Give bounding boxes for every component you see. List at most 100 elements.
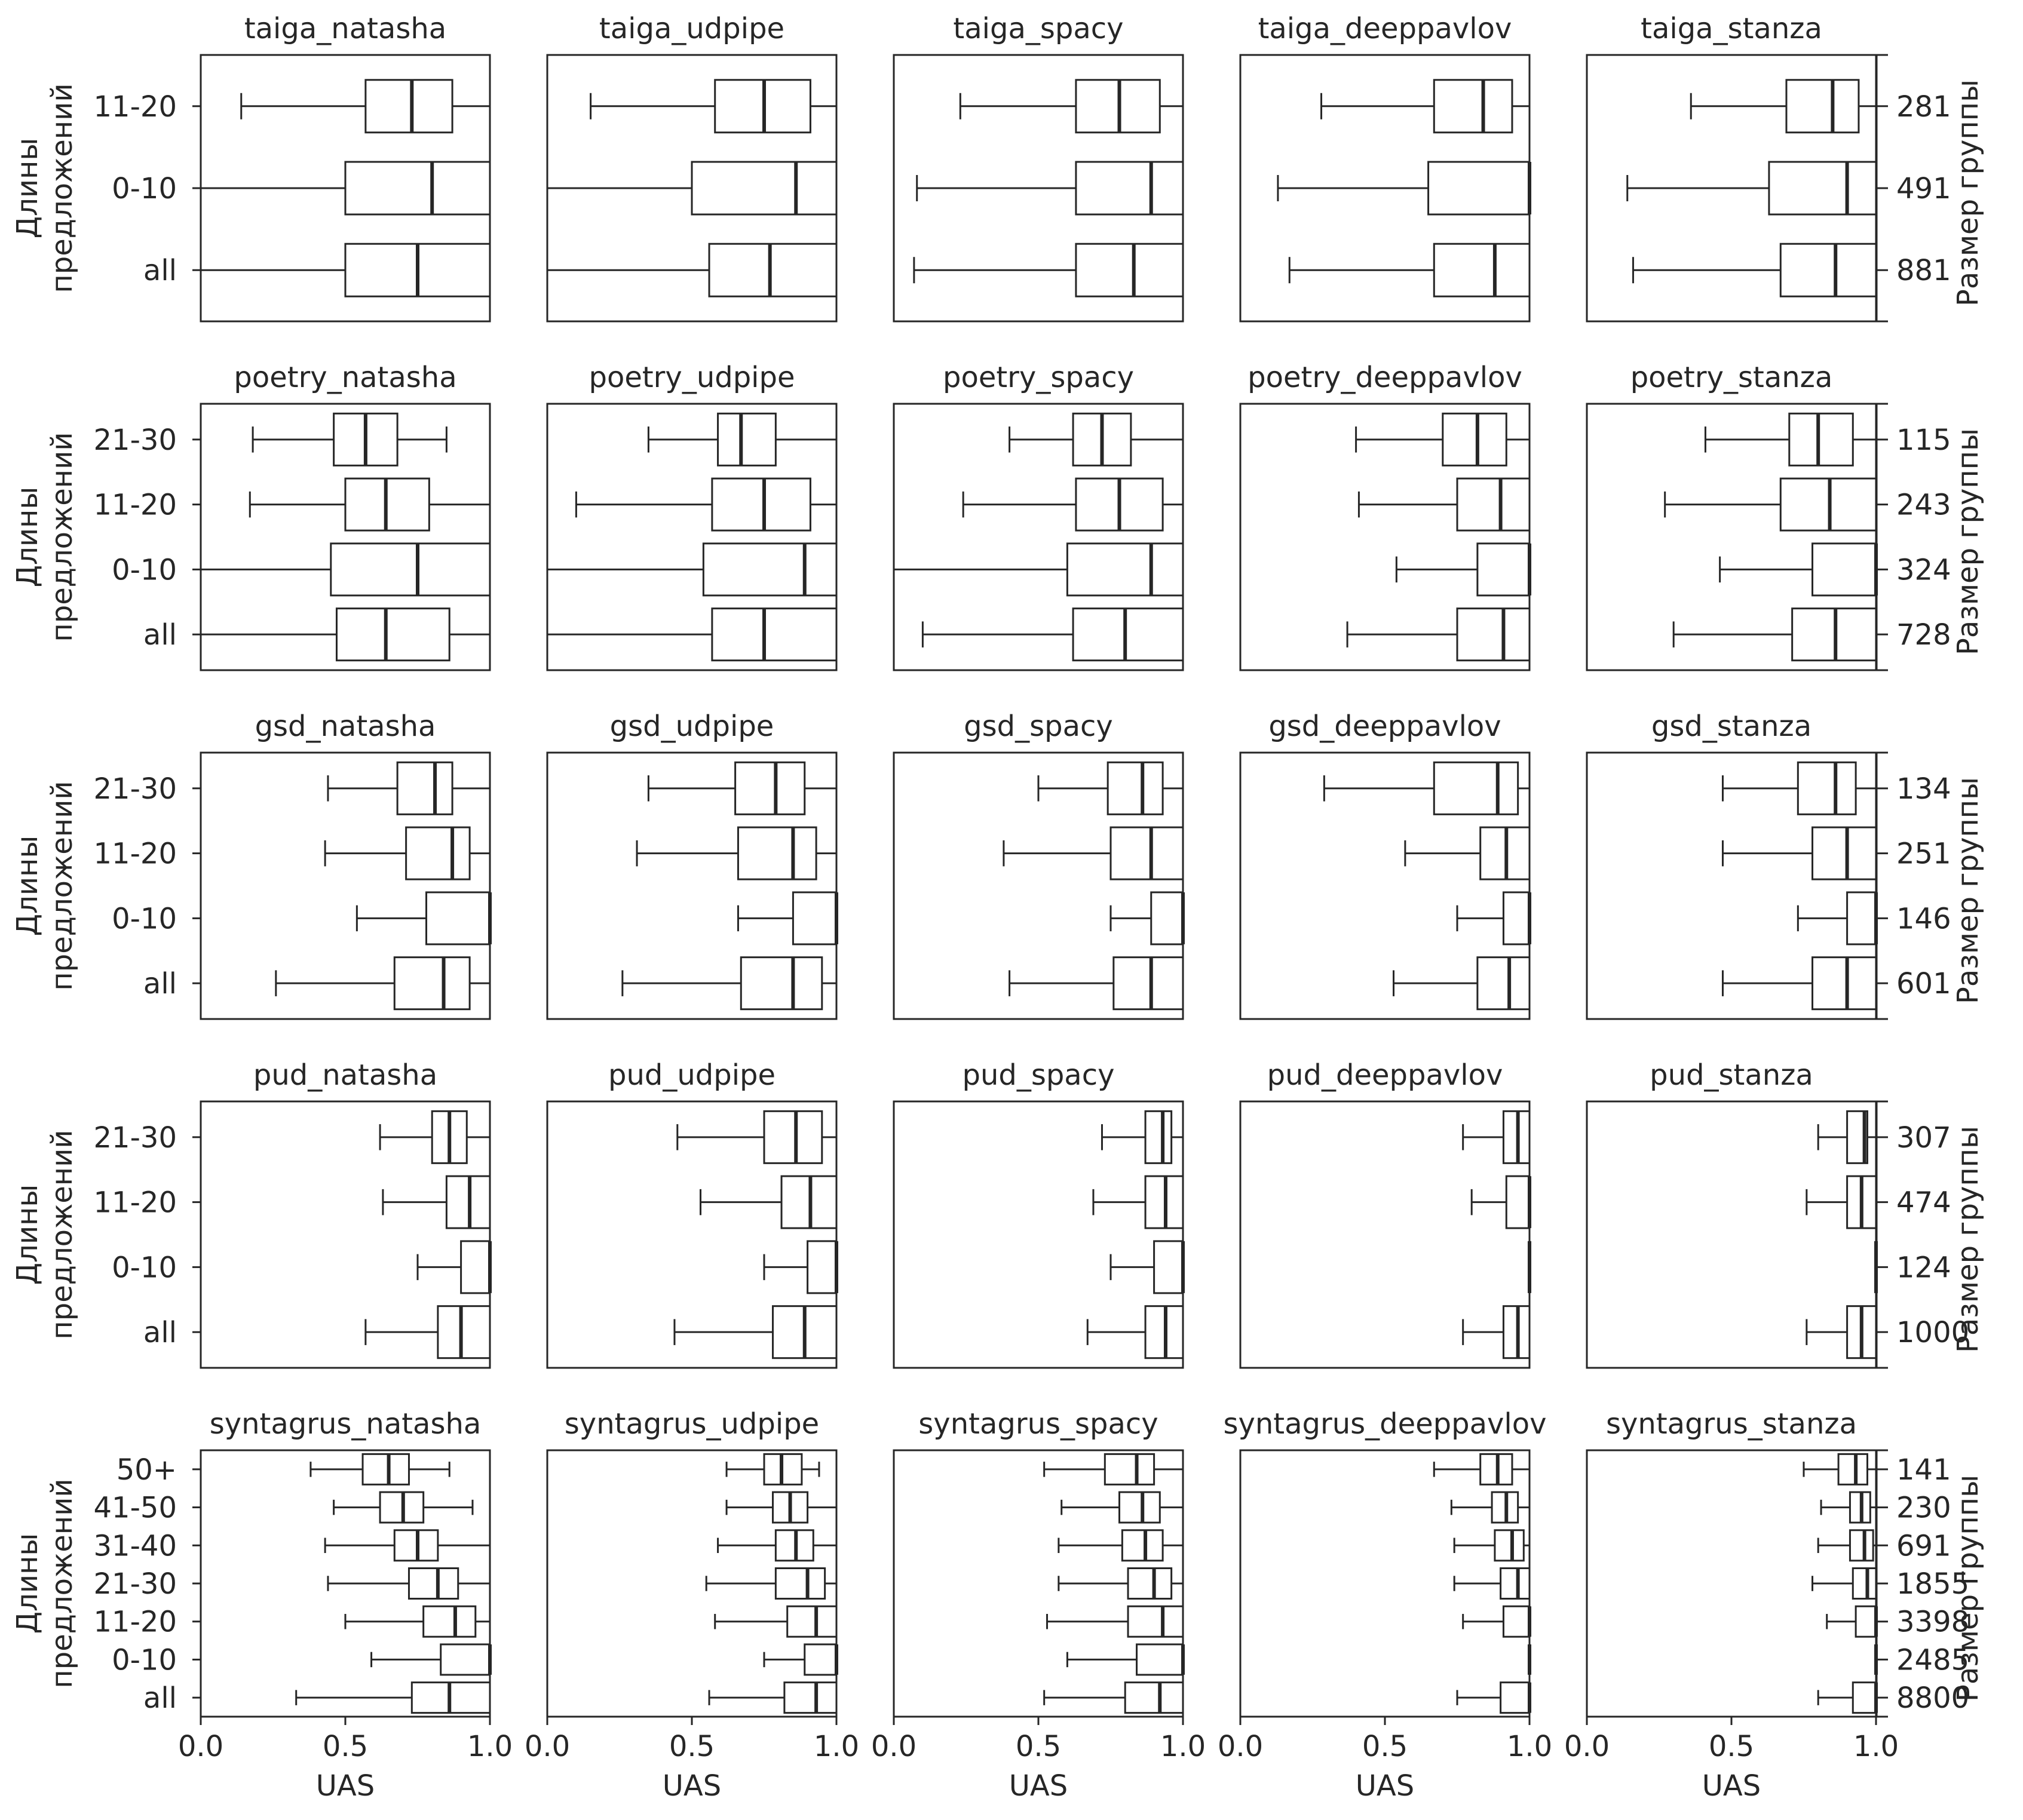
box-iqr	[1127, 1605, 1184, 1638]
boxplot	[1632, 243, 1877, 297]
boxplot	[344, 1605, 491, 1638]
boxplot	[1101, 1110, 1184, 1164]
boxplot	[1395, 542, 1531, 597]
panel-frame	[1239, 403, 1531, 671]
boxplot	[621, 956, 838, 1011]
group-size-label: 881	[1896, 254, 1951, 287]
panel-frame	[893, 1449, 1184, 1718]
boxplot	[1806, 1175, 1877, 1229]
group-size-label: 124	[1896, 1251, 1951, 1284]
box-iqr	[425, 891, 491, 946]
panel-frame	[893, 54, 1184, 323]
y-tick-label: all	[143, 254, 177, 287]
boxplot	[673, 1305, 838, 1359]
box-iqr	[1768, 161, 1877, 216]
panel-title: syntagrus_natasha	[210, 1407, 482, 1441]
boxplot	[249, 477, 491, 532]
box-iqr	[1433, 761, 1519, 815]
box-iqr	[1127, 1567, 1173, 1600]
y-tick-label: all	[143, 967, 177, 1000]
box-iqr	[1456, 607, 1531, 662]
boxplot	[1066, 1643, 1185, 1676]
boxplot	[1704, 412, 1877, 466]
x-axis-title: UAS	[1009, 1769, 1068, 1803]
panel-frame	[893, 403, 1184, 671]
left-axis-title-line: предложений	[45, 1478, 79, 1688]
panel-title: syntagrus_spacy	[918, 1407, 1158, 1441]
boxplot	[575, 477, 838, 532]
boxplot	[1811, 1567, 1877, 1600]
left-axis-title-line: предложений	[45, 1130, 79, 1339]
x-tick-label: 0.5	[1362, 1730, 1408, 1763]
boxplot	[200, 243, 491, 297]
box-iqr	[792, 891, 838, 946]
panel-title: poetry_udpipe	[588, 361, 795, 394]
box-iqr	[1494, 1529, 1525, 1562]
boxplot	[333, 1491, 474, 1524]
boxplot	[1797, 891, 1878, 946]
boxplot	[1058, 1567, 1184, 1600]
panel-title: poetry_stanza	[1630, 361, 1833, 394]
left-axis-title-line: Длины	[11, 487, 44, 588]
boxplot	[327, 1567, 491, 1600]
box-iqr	[1846, 1110, 1868, 1164]
left-axis-title: Длиныпредложений	[11, 1130, 79, 1339]
x-axis-title: UAS	[1356, 1769, 1414, 1803]
group-size-label: 3398	[1896, 1606, 1969, 1639]
right-axis-title: Размер группы	[1951, 79, 1985, 306]
panel-title: taiga_stanza	[1641, 12, 1822, 45]
group-size-label: 1000	[1896, 1316, 1969, 1349]
x-tick-label: 0.0	[178, 1730, 223, 1763]
box-iqr	[1075, 161, 1184, 216]
panel-frame	[200, 751, 491, 1020]
boxplot	[546, 243, 838, 297]
y-tick-label: 0-10	[112, 1251, 177, 1284]
boxplot	[676, 1110, 838, 1164]
panel-frame	[1586, 751, 1877, 1020]
x-tick-label: 0.0	[525, 1730, 570, 1763]
panel-title: taiga_natasha	[244, 12, 446, 45]
panel-frame	[1586, 403, 1877, 671]
boxplot	[1404, 826, 1531, 880]
group-size-label: 324	[1896, 553, 1951, 587]
x-tick-label: 0.0	[1564, 1730, 1610, 1763]
right-axis-title: Размер группы	[1951, 777, 1985, 1004]
group-size-label: 474	[1896, 1186, 1951, 1220]
boxplot	[200, 542, 491, 597]
box-iqr	[407, 1567, 459, 1600]
boxplot	[1462, 1110, 1531, 1164]
box-iqr	[1797, 761, 1857, 815]
boxplot	[717, 1529, 838, 1562]
boxplot	[1626, 161, 1877, 216]
x-tick-label: 0.0	[1218, 1730, 1263, 1763]
box-iqr	[1811, 826, 1877, 880]
boxplot	[1690, 79, 1877, 134]
left-axis-title-line: Длины	[11, 138, 44, 239]
boxplot	[416, 1240, 492, 1294]
panel-frame	[200, 54, 491, 323]
box-iqr	[774, 1567, 826, 1600]
boxplot	[725, 1453, 820, 1486]
box-iqr	[1109, 826, 1184, 880]
box-iqr	[393, 956, 471, 1011]
group-size-label: 307	[1896, 1121, 1951, 1155]
box-iqr	[437, 1305, 491, 1359]
x-tick-label: 1.0	[814, 1730, 859, 1763]
boxplot	[763, 1240, 838, 1294]
boxplot	[708, 1681, 838, 1714]
group-size-label: 281	[1896, 90, 1951, 124]
box-iqr	[1112, 956, 1184, 1011]
x-tick-label: 0.5	[669, 1730, 715, 1763]
y-tick-label: 21-30	[94, 1567, 177, 1601]
box-iqr	[1788, 412, 1854, 466]
left-axis-title-line: предложений	[45, 781, 79, 990]
y-tick-label: 11-20	[94, 1606, 177, 1639]
group-size-label: 491	[1896, 172, 1951, 205]
box-iqr	[1476, 542, 1531, 597]
boxplot	[1817, 1681, 1878, 1714]
box-iqr	[711, 477, 811, 532]
left-axis-title: Длиныпредложений	[11, 1478, 79, 1688]
x-tick-label: 0.5	[1709, 1730, 1754, 1763]
x-axis-title: UAS	[663, 1769, 721, 1803]
box-iqr	[1144, 1110, 1173, 1164]
